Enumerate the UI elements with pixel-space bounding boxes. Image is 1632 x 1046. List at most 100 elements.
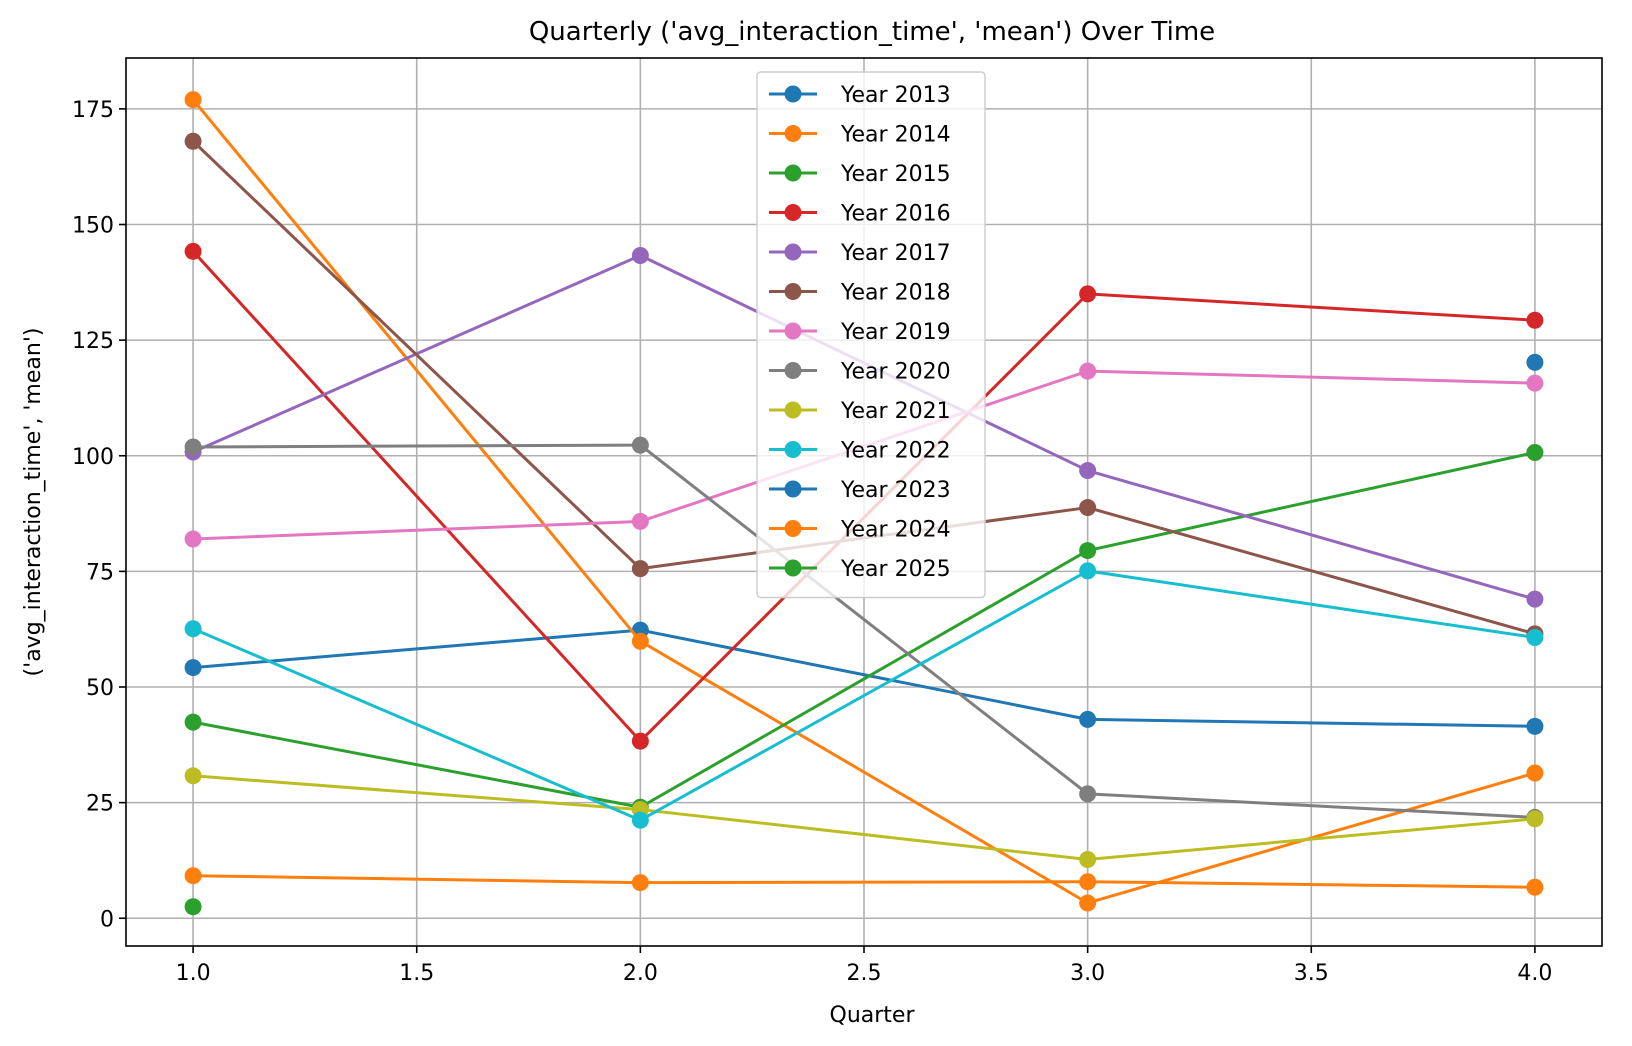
legend-marker [784, 520, 802, 537]
legend-label: Year 2016 [840, 202, 951, 227]
legend-label: Year 2023 [840, 478, 951, 503]
data-point [1079, 710, 1097, 728]
legend-label: Year 2018 [840, 281, 951, 306]
x-axis-title: Quarter [830, 1003, 916, 1028]
legend-item: Year 2013 [769, 83, 951, 108]
series-lines [184, 91, 1544, 916]
data-point [631, 512, 649, 530]
series-line [192, 569, 1536, 822]
legend-marker [784, 85, 802, 103]
legend-label: Year 2025 [840, 557, 951, 582]
data-point [1079, 785, 1097, 803]
series-year-2025 [184, 898, 202, 916]
y-axis-ticks: 0 25 50 75 100 125 150 175 [72, 98, 126, 932]
legend-item: Year 2022 [769, 439, 951, 464]
x-tick-label: 1.5 [399, 961, 434, 986]
chart-title: Quarterly ('avg_interaction_time', 'mean… [529, 17, 1215, 47]
data-point [1079, 462, 1097, 480]
series-year-2023 [1526, 353, 1544, 371]
series-line [192, 774, 1536, 862]
y-tick-label: 50 [86, 676, 114, 701]
series-year-2024 [184, 867, 1544, 896]
legend-label: Year 2017 [840, 241, 951, 266]
legend-item: Year 2014 [769, 123, 951, 148]
data-point [1526, 311, 1544, 329]
data-point [1526, 374, 1544, 392]
x-tick-label: 1.0 [176, 961, 211, 986]
y-tick-label: 150 [72, 214, 114, 239]
legend-item: Year 2024 [769, 518, 951, 543]
data-point [631, 811, 649, 829]
x-tick-label: 3.0 [1070, 961, 1105, 986]
legend-item: Year 2020 [769, 360, 951, 385]
series-line [192, 628, 1535, 728]
legend-label: Year 2022 [840, 439, 951, 464]
y-tick-label: 100 [72, 445, 114, 470]
data-point [1526, 629, 1544, 647]
x-tick-label: 3.5 [1294, 961, 1329, 986]
data-point [1526, 878, 1544, 896]
series-line [192, 451, 1536, 809]
legend-item: Year 2019 [769, 320, 951, 345]
data-point [631, 246, 649, 264]
data-point [184, 242, 202, 260]
legend-label: Year 2015 [840, 162, 951, 187]
legend-marker [784, 164, 802, 182]
y-tick-label: 75 [86, 560, 114, 585]
legend-marker [784, 401, 802, 419]
data-point [631, 874, 649, 892]
y-tick-label: 25 [86, 792, 114, 817]
data-point [1079, 285, 1097, 303]
data-point [184, 867, 202, 885]
data-point [1079, 873, 1097, 891]
data-point [631, 632, 649, 650]
legend-label: Year 2014 [840, 123, 951, 148]
y-tick-label: 125 [72, 329, 114, 354]
legend-item: Year 2018 [769, 281, 951, 306]
x-tick-label: 2.5 [847, 961, 882, 986]
data-point [1079, 362, 1097, 380]
data-point [184, 91, 202, 109]
data-point [631, 732, 649, 750]
data-point [184, 767, 202, 785]
legend: Year 2013 Year 2014 Year 2015 Year 2016 Year… [756, 71, 986, 599]
legend-marker [784, 243, 802, 261]
data-point [631, 560, 649, 578]
data-point [1526, 353, 1544, 371]
legend-marker [784, 362, 802, 379]
data-point [1526, 444, 1544, 462]
x-axis-ticks: 1.0 1.5 2.0 2.5 3.0 3.5 4.0 [176, 946, 1552, 986]
data-point [184, 438, 202, 456]
legend-item: Year 2015 [769, 162, 951, 187]
y-tick-label: 0 [100, 907, 114, 932]
legend-marker [784, 441, 802, 458]
series-line [193, 443, 1535, 819]
legend-item: Year 2023 [769, 478, 951, 503]
series-line [193, 874, 1535, 889]
data-point [184, 530, 202, 548]
data-point [184, 898, 202, 916]
legend-marker [784, 480, 802, 498]
legend-marker [784, 559, 802, 577]
data-point [1079, 851, 1097, 869]
legend-item: Year 2016 [769, 202, 951, 227]
x-tick-label: 4.0 [1517, 961, 1552, 986]
legend-item: Year 2025 [769, 557, 951, 582]
data-point [1079, 499, 1097, 517]
legend-marker [784, 125, 802, 142]
data-point [184, 132, 202, 150]
data-point [1526, 590, 1544, 608]
legend-label: Year 2019 [840, 320, 951, 345]
data-point [184, 620, 202, 638]
legend-item: Year 2021 [769, 399, 951, 424]
data-point [1079, 894, 1097, 912]
legend-label: Year 2020 [840, 360, 951, 385]
data-point [1526, 764, 1544, 782]
y-axis-title: ('avg_interaction_time', 'mean') [21, 328, 46, 677]
series-year-2022 [184, 562, 1544, 829]
y-tick-label: 175 [72, 98, 114, 123]
x-tick-label: 2.0 [623, 961, 658, 986]
data-point [184, 713, 202, 731]
data-point [1079, 542, 1097, 560]
